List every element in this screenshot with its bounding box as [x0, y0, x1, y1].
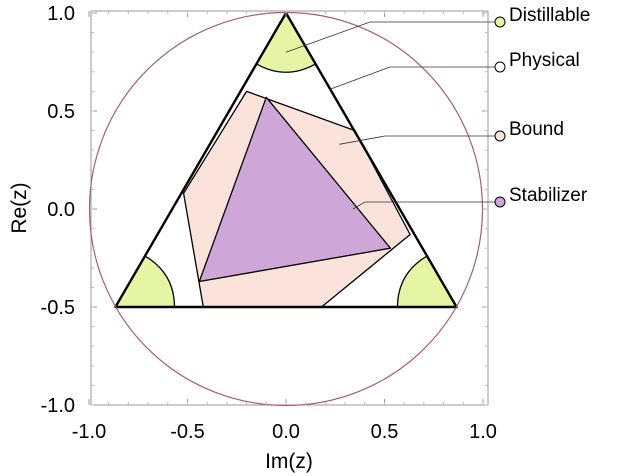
y-tick-label: -1.0: [41, 395, 75, 417]
x-tick-label: 0.5: [371, 421, 399, 443]
distillable-corner: [255, 11, 317, 73]
physical-outline: [114, 11, 458, 309]
y-tick-label: 0.0: [47, 199, 75, 221]
legend-label: Distillable: [509, 5, 590, 26]
legend-leader-line: [352, 201, 495, 210]
legend-leader-line: [339, 135, 495, 145]
y-axis-title: Re(z): [8, 182, 31, 233]
legend-swatch: [494, 130, 506, 142]
x-tick-label: 1.0: [469, 421, 497, 443]
axis-ticks: -1.0 -0.5 0.0 0.5 1.0 1.0 0.5 0.0 -0.5 -1.0: [41, 3, 497, 443]
legend-label: Bound: [509, 119, 564, 140]
y-tick-label: 1.0: [47, 3, 75, 25]
legend-leader-line: [329, 66, 495, 90]
legend-swatch: [494, 196, 506, 208]
regions: [114, 11, 458, 309]
x-tick-label: 0.0: [272, 421, 300, 443]
y-tick-label: -0.5: [41, 297, 75, 319]
distillable-corner: [114, 255, 176, 308]
x-axis-title: Im(z): [265, 450, 313, 473]
legend-leader-line: [285, 21, 495, 53]
legend-swatch: [494, 16, 506, 28]
x-tick-label: -0.5: [170, 421, 204, 443]
legend-label: Physical: [509, 50, 580, 71]
y-tick-label: 0.5: [47, 101, 75, 123]
legend: Distillable Physical Bound Stabilizer: [285, 5, 590, 210]
stabilizer-region: [198, 96, 392, 283]
legend-label: Stabilizer: [509, 185, 588, 206]
legend-swatch: [494, 61, 506, 73]
x-tick-label: -1.0: [72, 421, 106, 443]
distillable-corner: [396, 255, 458, 308]
